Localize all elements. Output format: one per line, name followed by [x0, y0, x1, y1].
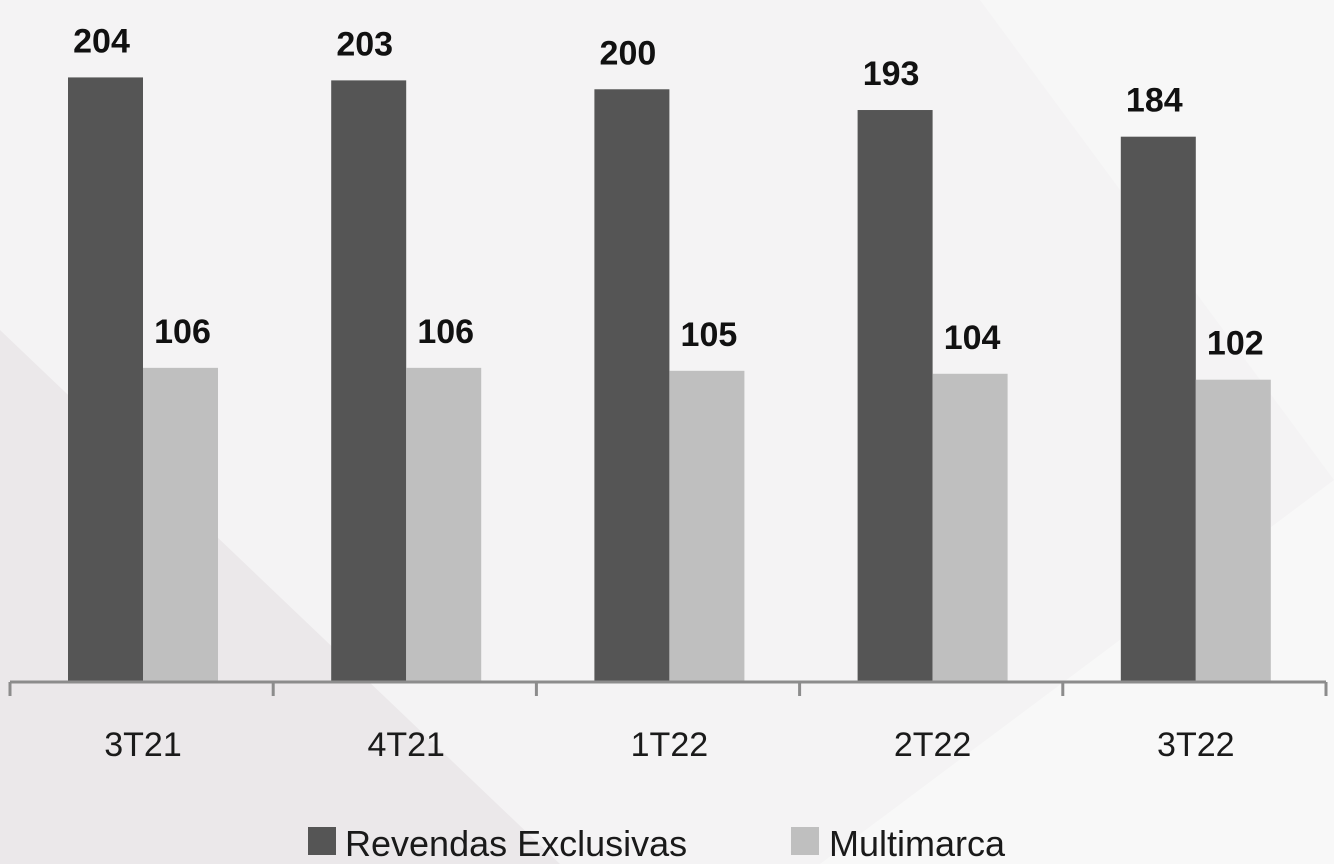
data-label-multimarca-3t22: 102 [1207, 325, 1264, 363]
legend-label-revendas-exclusivas: Revendas Exclusivas [345, 823, 687, 864]
bar-revendas-exclusivas-3t21 [68, 77, 143, 682]
bar-multimarca-2t22 [932, 373, 1008, 682]
data-label-multimarca-3t21: 106 [154, 313, 211, 351]
data-labels-layer: 204 106 203 106 200 105 193 104 184 102 [73, 22, 1264, 362]
x-tick-label-2t22: 2T22 [894, 726, 972, 764]
data-label-revendas-exclusivas-3t22: 184 [1126, 82, 1183, 120]
bar-revendas-exclusivas-3t22 [1120, 136, 1196, 682]
legend-label-multimarca: Multimarca [829, 823, 1006, 864]
data-label-revendas-exclusivas-4t21: 203 [336, 25, 393, 63]
bars-layer [68, 77, 1271, 683]
x-tick-label-1t22: 1T22 [631, 726, 709, 764]
data-label-revendas-exclusivas-3t21: 204 [73, 22, 130, 60]
data-label-multimarca-4t21: 106 [417, 313, 474, 351]
x-tick-label-3t21: 3T21 [104, 726, 182, 764]
legend: Revendas Exclusivas Multimarca [308, 823, 1006, 864]
data-label-revendas-exclusivas-1t22: 200 [600, 34, 657, 72]
legend-swatch-multimarca [791, 827, 819, 855]
bar-revendas-exclusivas-2t22 [857, 110, 933, 682]
data-label-revendas-exclusivas-2t22: 193 [863, 55, 920, 93]
x-tick-label-3t22: 3T22 [1157, 726, 1235, 764]
bar-multimarca-1t22 [669, 370, 745, 682]
x-tick-label-4t21: 4T21 [367, 726, 445, 764]
bar-revendas-exclusivas-1t22 [594, 89, 670, 683]
bar-multimarca-3t21 [143, 367, 218, 682]
bar-multimarca-3t22 [1195, 379, 1271, 682]
bar-multimarca-4t21 [406, 367, 482, 682]
x-axis: 3T21 4T21 1T22 2T22 3T22 [8, 680, 1328, 764]
legend-swatch-revendas-exclusivas [308, 827, 336, 855]
bar-revendas-exclusivas-4t21 [331, 80, 407, 682]
data-label-multimarca-2t22: 104 [944, 319, 1001, 357]
data-label-multimarca-1t22: 105 [681, 316, 738, 354]
